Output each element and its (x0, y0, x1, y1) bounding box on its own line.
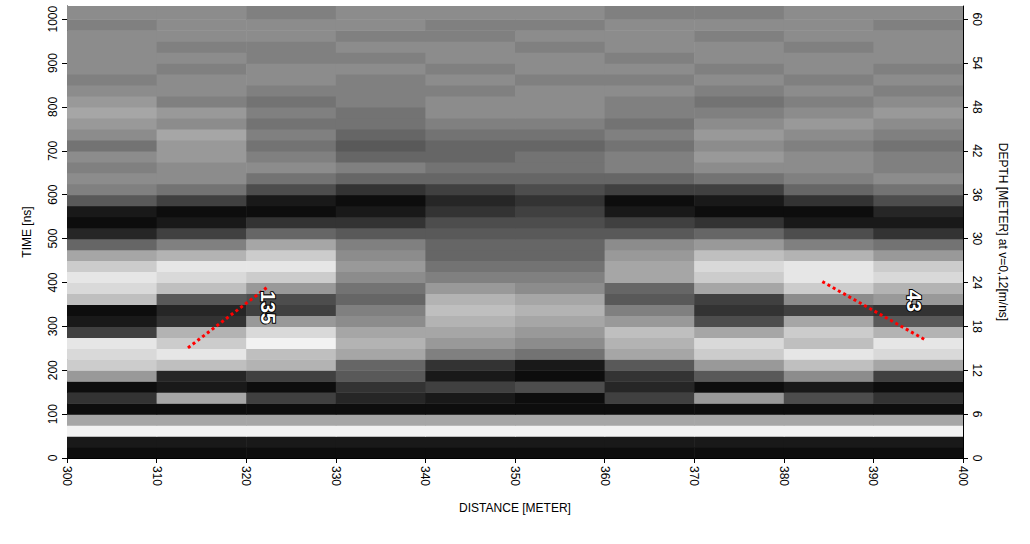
svg-text:42: 42 (970, 144, 984, 158)
svg-text:18: 18 (970, 320, 984, 334)
svg-text:700: 700 (46, 140, 60, 160)
svg-text:350: 350 (508, 466, 522, 486)
svg-text:390: 390 (866, 466, 880, 486)
svg-text:500: 500 (46, 228, 60, 248)
svg-text:30: 30 (970, 232, 984, 246)
svg-text:800: 800 (46, 97, 60, 117)
svg-text:360: 360 (598, 466, 612, 486)
svg-text:310: 310 (150, 466, 164, 486)
svg-text:24: 24 (970, 276, 984, 290)
svg-text:54: 54 (970, 56, 984, 70)
svg-text:0: 0 (970, 455, 984, 462)
svg-text:100: 100 (46, 404, 60, 424)
svg-text:6: 6 (970, 411, 984, 418)
svg-text:0: 0 (46, 454, 60, 461)
svg-text:300: 300 (46, 316, 60, 336)
svg-text:1000: 1000 (46, 5, 60, 32)
svg-text:48: 48 (970, 100, 984, 114)
svg-text:TIME [ns]: TIME [ns] (20, 206, 34, 257)
svg-text:400: 400 (46, 272, 60, 292)
svg-text:300: 300 (60, 466, 74, 486)
svg-text:43: 43 (903, 290, 925, 312)
svg-text:600: 600 (46, 184, 60, 204)
svg-text:330: 330 (329, 466, 343, 486)
svg-text:370: 370 (687, 466, 701, 486)
svg-text:60: 60 (970, 12, 984, 26)
svg-text:36: 36 (970, 188, 984, 202)
svg-text:380: 380 (777, 466, 791, 486)
svg-text:340: 340 (418, 466, 432, 486)
svg-text:DISTANCE [METER]: DISTANCE [METER] (459, 501, 571, 515)
svg-text:DEPTH [METER] at v=0,12[m/ns]: DEPTH [METER] at v=0,12[m/ns] (996, 143, 1010, 321)
svg-text:135: 135 (257, 291, 279, 324)
svg-text:200: 200 (46, 360, 60, 380)
svg-text:320: 320 (239, 466, 253, 486)
svg-text:900: 900 (46, 53, 60, 73)
svg-text:400: 400 (956, 466, 970, 486)
svg-text:12: 12 (970, 364, 984, 378)
